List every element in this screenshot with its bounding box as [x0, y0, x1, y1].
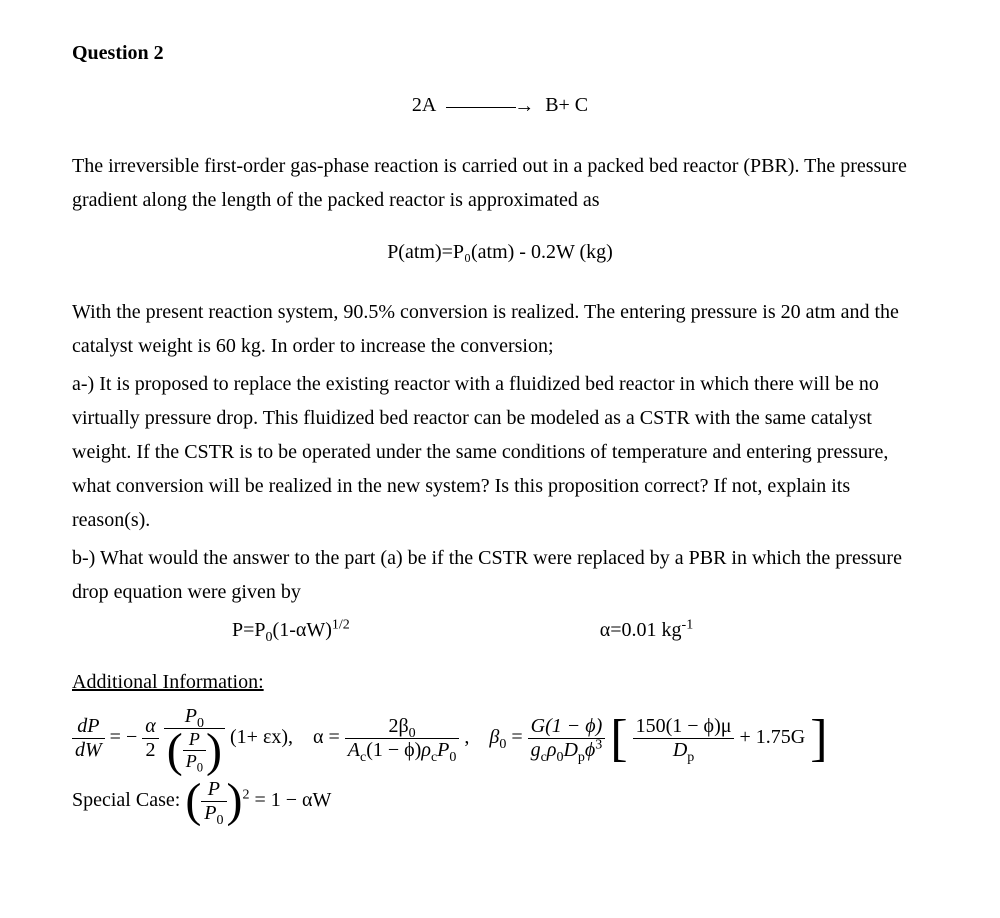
bracket-den-p: p [687, 750, 694, 765]
p0-inner-sub: 0 [197, 761, 203, 775]
part-b-pressure-eq: P=P0(1-αW)1/2 [232, 613, 350, 647]
gc-sym: g [531, 739, 541, 761]
p0-den-sub: 0 [449, 750, 456, 765]
question-title: Question 2 [72, 36, 928, 70]
intro-paragraph-2: With the present reaction system, 90.5% … [72, 295, 928, 363]
part-b-equation-row: P=P0(1-αW)1/2 α=0.01 kg-1 [232, 613, 928, 647]
special-case-label: Special Case: [72, 789, 180, 811]
sc-paren-l: ( [185, 774, 201, 827]
alpha-equals: α = [313, 726, 340, 748]
sc-paren-r: ) [227, 774, 243, 827]
paren-r: ) [206, 724, 222, 777]
dp-num: dP [72, 715, 105, 739]
beta0-sym: β [489, 726, 499, 748]
page-root: Question 2 2A → B+ C The irreversible fi… [0, 0, 1000, 918]
frac-alpha-def: 2β0 Ac(1 − ϕ)ρcP0 [345, 715, 460, 762]
ac-sym: A [348, 739, 360, 761]
one-minus-phi-1: (1 − ϕ) [366, 739, 421, 761]
reaction-right: B+ C [545, 94, 588, 116]
phi-sym: ϕ [585, 739, 595, 761]
reaction-left: 2A [412, 94, 435, 116]
frac-beta0-def: G(1 − ϕ) gcρ0Dpϕ3 [528, 715, 606, 762]
big-bracket-left: [ [610, 710, 627, 767]
reaction-arrow: → [446, 89, 534, 123]
bracket-num: 150(1 − ϕ)μ [633, 715, 735, 739]
bracket-den-d: D [673, 739, 687, 761]
alpha-value: α=0.01 kg-1 [600, 613, 693, 647]
rho-c: ρ [421, 739, 431, 761]
special-case-equation: Special Case: ( P P0 )2 = 1 − αW [72, 778, 928, 825]
alpha-num: α [142, 715, 159, 739]
pb-eq-tail: (1-αW) [273, 619, 332, 641]
p0-sym: P [185, 705, 197, 727]
frac-p0-over-pp0: P0 ( P P0 ) [164, 705, 225, 771]
part-a-text: a-) It is proposed to replace the existi… [72, 367, 928, 537]
paren-l: ( [167, 724, 183, 777]
alpha-val-text: α=0.01 kg [600, 619, 682, 641]
reaction-equation: 2A → B+ C [72, 88, 928, 123]
comma-1: , [464, 726, 469, 748]
pb-eq-sub: 0 [266, 630, 273, 645]
p-sym-inner: P [189, 729, 200, 749]
phi-sup: 3 [595, 737, 602, 752]
sc-squared: 2 [243, 787, 250, 802]
one-plus-ex: (1+ εx), [230, 726, 293, 748]
frac-alpha-2: α 2 [142, 715, 159, 762]
equals-sym: = [506, 726, 527, 748]
dp-sub: p [578, 750, 585, 765]
sc-p-num: P [208, 778, 220, 800]
big-bracket-right: ] [810, 710, 827, 767]
sc-p0-sub: 0 [217, 813, 224, 828]
frac-bracket-inner: 150(1 − ϕ)μ Dp [633, 715, 735, 762]
pb-eq-head: P=P [232, 619, 266, 641]
intro-paragraph-1: The irreversible first-order gas-phase r… [72, 149, 928, 217]
p0-inner: P [186, 751, 197, 771]
dp-sym: D [563, 739, 577, 761]
sc-tail: = 1 − αW [255, 789, 332, 811]
alpha-exp: -1 [682, 618, 694, 633]
frac-p-over-p0-sc: P P0 [201, 778, 226, 825]
g-term: G(1 − ϕ) [531, 715, 603, 737]
two-beta0: 2β [388, 715, 408, 737]
part-b-text: b-) What would the answer to the part (a… [72, 541, 928, 609]
p0-den: P [437, 739, 449, 761]
dpdw-equation: dP dW = − α 2 P0 ( P P0 ) (1+ εx), α = [72, 705, 928, 771]
plus-175g: + 1.75G [739, 726, 805, 748]
dw-den: dW [72, 739, 105, 762]
additional-info-title: Additional Information: [72, 665, 928, 699]
sc-p0-den: P [204, 802, 216, 824]
frac-dpdw: dP dW [72, 715, 105, 762]
two-den: 2 [142, 739, 159, 762]
pressure-equation: P(atm)=P₀(atm) - 0.2W (kg) [72, 235, 928, 269]
frac-p-over-p0: P P0 [183, 729, 206, 771]
pb-eq-exp: 1/2 [332, 618, 350, 633]
equals-neg: = − [110, 726, 143, 748]
